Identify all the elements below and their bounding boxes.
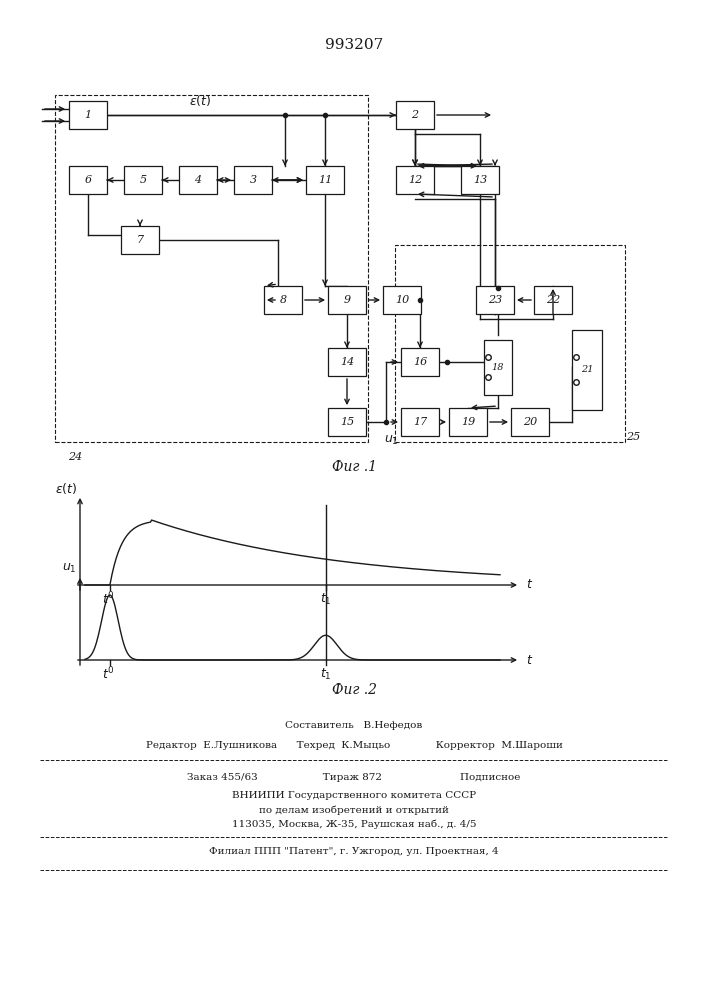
Text: Составитель   В.Нефедов: Составитель В.Нефедов bbox=[286, 720, 423, 730]
Bar bbox=[264, 286, 302, 314]
Bar bbox=[179, 166, 217, 194]
Text: 10: 10 bbox=[395, 295, 409, 305]
Text: 993207: 993207 bbox=[325, 38, 383, 52]
Text: $t^0$: $t^0$ bbox=[102, 666, 115, 682]
Text: 22: 22 bbox=[546, 295, 560, 305]
Bar bbox=[69, 166, 107, 194]
Bar bbox=[234, 166, 272, 194]
Text: 113035, Москва, Ж-35, Раушская наб., д. 4/5: 113035, Москва, Ж-35, Раушская наб., д. … bbox=[232, 819, 477, 829]
Bar bbox=[511, 408, 549, 436]
Text: 12: 12 bbox=[408, 175, 422, 185]
Text: ВНИИПИ Государственного комитета СССР: ВНИИПИ Государственного комитета СССР bbox=[232, 790, 476, 800]
Text: $t^0$: $t^0$ bbox=[102, 591, 115, 607]
Text: $\varepsilon(t)$: $\varepsilon(t)$ bbox=[189, 94, 211, 108]
Text: $t_1$: $t_1$ bbox=[320, 666, 332, 682]
Text: 24: 24 bbox=[68, 452, 82, 462]
Text: $\varepsilon(t)$: $\varepsilon(t)$ bbox=[54, 481, 77, 495]
Text: $t$: $t$ bbox=[526, 654, 534, 666]
Text: $u_1$: $u_1$ bbox=[62, 561, 77, 575]
Text: 9: 9 bbox=[344, 295, 351, 305]
Bar bbox=[121, 226, 159, 254]
Bar bbox=[401, 348, 439, 376]
Bar bbox=[396, 101, 434, 129]
Text: 18: 18 bbox=[492, 362, 504, 371]
Text: Фиг .2: Фиг .2 bbox=[332, 683, 377, 697]
Text: 11: 11 bbox=[318, 175, 332, 185]
Text: 23: 23 bbox=[488, 295, 502, 305]
Bar bbox=[328, 286, 366, 314]
Text: 5: 5 bbox=[139, 175, 146, 185]
Bar bbox=[396, 166, 434, 194]
Text: 6: 6 bbox=[84, 175, 92, 185]
Bar bbox=[383, 286, 421, 314]
Text: 19: 19 bbox=[461, 417, 475, 427]
Bar bbox=[328, 348, 366, 376]
Bar bbox=[484, 340, 512, 394]
Text: 15: 15 bbox=[340, 417, 354, 427]
Text: 21: 21 bbox=[580, 365, 593, 374]
Text: Заказ 455/63                    Тираж 872                        Подписное: Заказ 455/63 Тираж 872 Подписное bbox=[187, 774, 520, 782]
Bar bbox=[534, 286, 572, 314]
Text: 17: 17 bbox=[413, 417, 427, 427]
Bar bbox=[461, 166, 499, 194]
Text: $u_1$: $u_1$ bbox=[384, 433, 398, 447]
Bar bbox=[306, 166, 344, 194]
Bar bbox=[124, 166, 162, 194]
Text: 13: 13 bbox=[473, 175, 487, 185]
Text: 4: 4 bbox=[194, 175, 201, 185]
Bar bbox=[449, 408, 487, 436]
Bar bbox=[572, 330, 602, 410]
Text: 1: 1 bbox=[84, 110, 92, 120]
Text: $t_1$: $t_1$ bbox=[320, 591, 332, 607]
Text: 8: 8 bbox=[279, 295, 286, 305]
Text: 2: 2 bbox=[411, 110, 419, 120]
Text: 3: 3 bbox=[250, 175, 257, 185]
Bar bbox=[401, 408, 439, 436]
Text: $t$: $t$ bbox=[526, 578, 534, 591]
Text: Филиал ППП "Патент", г. Ужгород, ул. Проектная, 4: Филиал ППП "Патент", г. Ужгород, ул. Про… bbox=[209, 848, 499, 856]
Text: по делам изобретений и открытий: по делам изобретений и открытий bbox=[259, 805, 449, 815]
Bar bbox=[69, 101, 107, 129]
Text: 14: 14 bbox=[340, 357, 354, 367]
Bar bbox=[55, 95, 368, 442]
Text: 25: 25 bbox=[626, 432, 640, 442]
Bar bbox=[328, 408, 366, 436]
Text: 16: 16 bbox=[413, 357, 427, 367]
Bar bbox=[476, 286, 514, 314]
Text: 20: 20 bbox=[523, 417, 537, 427]
Bar bbox=[395, 245, 625, 442]
Text: Редактор  Е.Лушникова      Техред  К.Мыцьо              Корректор  М.Шароши: Редактор Е.Лушникова Техред К.Мыцьо Корр… bbox=[146, 740, 563, 750]
Text: 7: 7 bbox=[136, 235, 144, 245]
Text: Фиг .1: Фиг .1 bbox=[332, 460, 377, 474]
